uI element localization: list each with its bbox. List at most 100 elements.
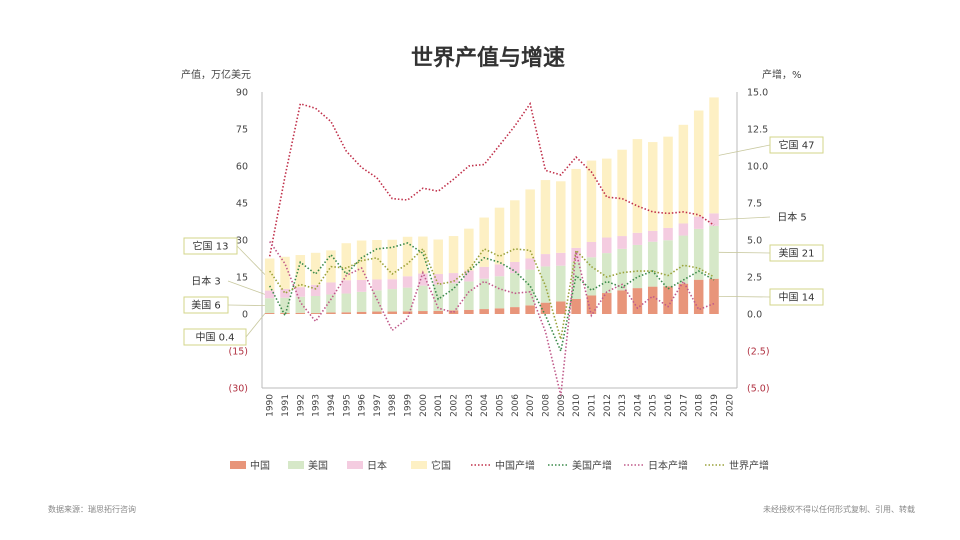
bar-中国 (387, 311, 397, 314)
legend-swatch-它国 (411, 461, 427, 469)
bar-日本 (678, 223, 689, 236)
callout-label: 它国 47 (779, 139, 815, 152)
left-tick-label: 75 (236, 125, 248, 136)
bar-日本 (295, 287, 306, 297)
x-tick-label: 2017 (679, 394, 689, 417)
bar-美国 (387, 289, 397, 312)
legend-label: 日本 (367, 459, 387, 472)
legend: 中国 美国 日本 它国 中国产增 美国产增 日本产增 世界产增 (230, 459, 769, 472)
bar-它国 (479, 217, 489, 267)
bar-中国 (310, 313, 321, 314)
left-tick-label: 45 (236, 199, 248, 210)
bar-日本 (663, 227, 673, 241)
bar-它国 (556, 181, 566, 253)
bar-中国 (494, 308, 505, 314)
line-日本产增 (269, 241, 715, 396)
bar-日本 (356, 279, 367, 292)
bar-美国 (510, 273, 520, 308)
bar-美国 (663, 240, 673, 287)
callout-label: 它国 13 (193, 240, 229, 253)
right-tick-label: 15.0 (747, 88, 768, 99)
x-tick-label: 1996 (358, 394, 368, 417)
bar-日本 (556, 252, 566, 266)
bar-中国 (617, 290, 627, 314)
bar-美国 (617, 248, 627, 291)
left-tick-label: 15 (236, 273, 248, 284)
line-layer (268, 101, 715, 396)
bar-日本 (540, 254, 551, 267)
x-tick-label: 2005 (496, 394, 506, 417)
bar-中国 (372, 311, 382, 314)
callout-leader (718, 295, 771, 298)
x-tick-label: 1991 (281, 394, 291, 417)
legend-label: 美国 (308, 459, 328, 472)
bar-日本 (617, 236, 627, 249)
bar-它国 (647, 142, 658, 231)
chart-title: 世界产值与增速 (411, 45, 565, 71)
bar-日本 (372, 279, 382, 291)
x-tick-label: 2007 (526, 394, 536, 417)
bar-日本 (387, 279, 397, 290)
bar-它国 (341, 243, 352, 281)
callout-leader (227, 280, 266, 295)
bar-中国 (571, 298, 581, 314)
bar-美国 (341, 293, 352, 313)
x-tick-label: 1992 (296, 394, 306, 417)
right-tick-label: 5.0 (747, 236, 762, 247)
callout-label: 日本 3 (191, 275, 221, 288)
bar-中国 (264, 313, 275, 314)
bar-它国 (678, 124, 689, 224)
bar-中国 (464, 309, 474, 314)
right-tick-label: (5.0) (747, 384, 770, 395)
left-tick-label: 0 (242, 310, 248, 321)
bar-它国 (709, 97, 719, 214)
bar-它国 (295, 255, 306, 288)
bar-日本 (326, 282, 336, 295)
legend-label: 中国产增 (495, 459, 535, 472)
bar-它国 (693, 110, 704, 217)
left-tick-label: (30) (228, 384, 248, 395)
x-tick-label: 2010 (572, 394, 582, 417)
legend-label: 世界产增 (729, 459, 769, 472)
bar-日本 (586, 241, 597, 258)
bar-中国 (433, 310, 443, 314)
bar-日本 (632, 232, 643, 245)
source-note: 数据来源：瑞思拓行咨询 (48, 504, 136, 514)
bar-中国 (479, 309, 489, 314)
bar-美国 (402, 287, 413, 312)
bar-它国 (464, 228, 474, 271)
x-tick-label: 1999 (404, 394, 414, 417)
x-tick-label: 2003 (465, 394, 475, 417)
bar-layer (264, 97, 719, 314)
x-tick-label: 2019 (710, 394, 720, 417)
left-tick-label: 90 (236, 88, 248, 99)
x-tick-label: 2006 (511, 394, 521, 417)
bar-美国 (280, 297, 290, 314)
right-tick-label: 12.5 (747, 125, 768, 136)
x-tick-label: 1997 (373, 394, 383, 417)
bar-它国 (372, 240, 382, 280)
bar-美国 (372, 290, 382, 312)
x-tick-label: 2009 (557, 394, 567, 417)
bar-日本 (448, 273, 459, 284)
callout-leader (245, 313, 266, 338)
x-tick-label: 1993 (312, 394, 322, 417)
legend-swatch-美国 (288, 461, 304, 469)
bar-日本 (464, 270, 474, 282)
bar-它国 (525, 189, 535, 259)
x-tick-label: 1994 (327, 394, 337, 417)
x-tick-label: 2011 (587, 394, 597, 417)
bar-中国 (556, 301, 566, 314)
bar-日本 (510, 261, 520, 274)
bar-中国 (709, 278, 719, 314)
bar-美国 (418, 285, 428, 312)
bar-美国 (647, 241, 658, 287)
bar-它国 (280, 256, 290, 289)
x-tick-label: 2008 (541, 394, 551, 417)
bar-它国 (602, 158, 612, 238)
bar-美国 (448, 283, 459, 311)
x-tick-label: 2000 (419, 394, 429, 417)
bar-中国 (663, 286, 673, 314)
bar-中国 (510, 307, 520, 314)
